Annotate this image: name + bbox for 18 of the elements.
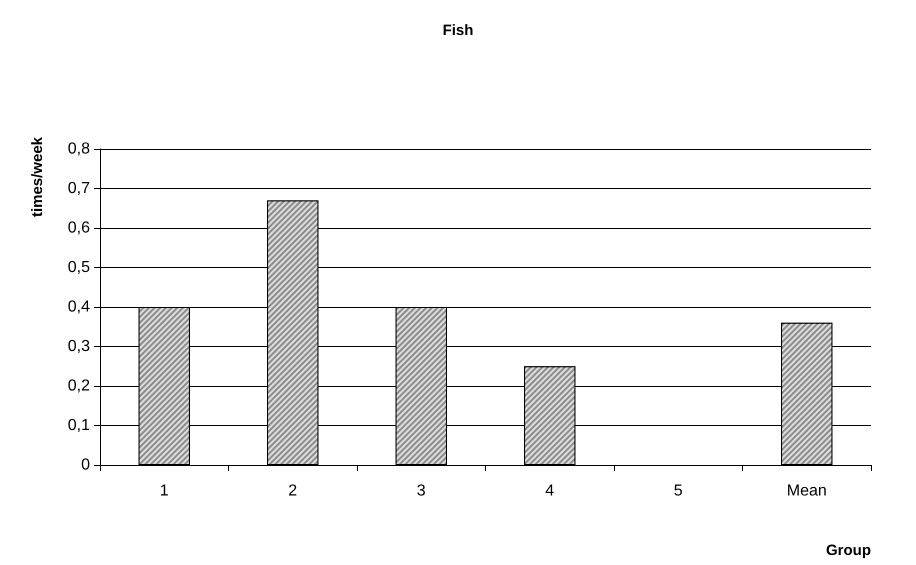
y-tick-label: 0,6 xyxy=(68,220,90,236)
x-tick-label: 2 xyxy=(288,482,298,500)
x-tick-label: 4 xyxy=(545,482,554,500)
y-tick-label: 0,1 xyxy=(68,417,90,434)
chart-title: Fish xyxy=(442,22,474,39)
x-tick-label: 1 xyxy=(160,482,169,500)
y-tick-label: 0,2 xyxy=(68,378,90,394)
y-tick-label: 0,5 xyxy=(68,259,90,276)
y-tick-label: 0 xyxy=(81,456,90,474)
y-axis-title: times/week xyxy=(29,136,46,218)
y-tick-label: 0,3 xyxy=(68,338,90,355)
y-tick-label: 0,4 xyxy=(68,298,90,316)
x-tick-label: Mean xyxy=(786,482,827,500)
y-tick-label: 0,8 xyxy=(68,140,90,158)
x-axis-title: Group xyxy=(826,542,871,559)
x-tick-label: 5 xyxy=(674,482,683,500)
x-tick-label: 3 xyxy=(416,482,426,500)
y-tick-label: 0,7 xyxy=(68,180,90,197)
